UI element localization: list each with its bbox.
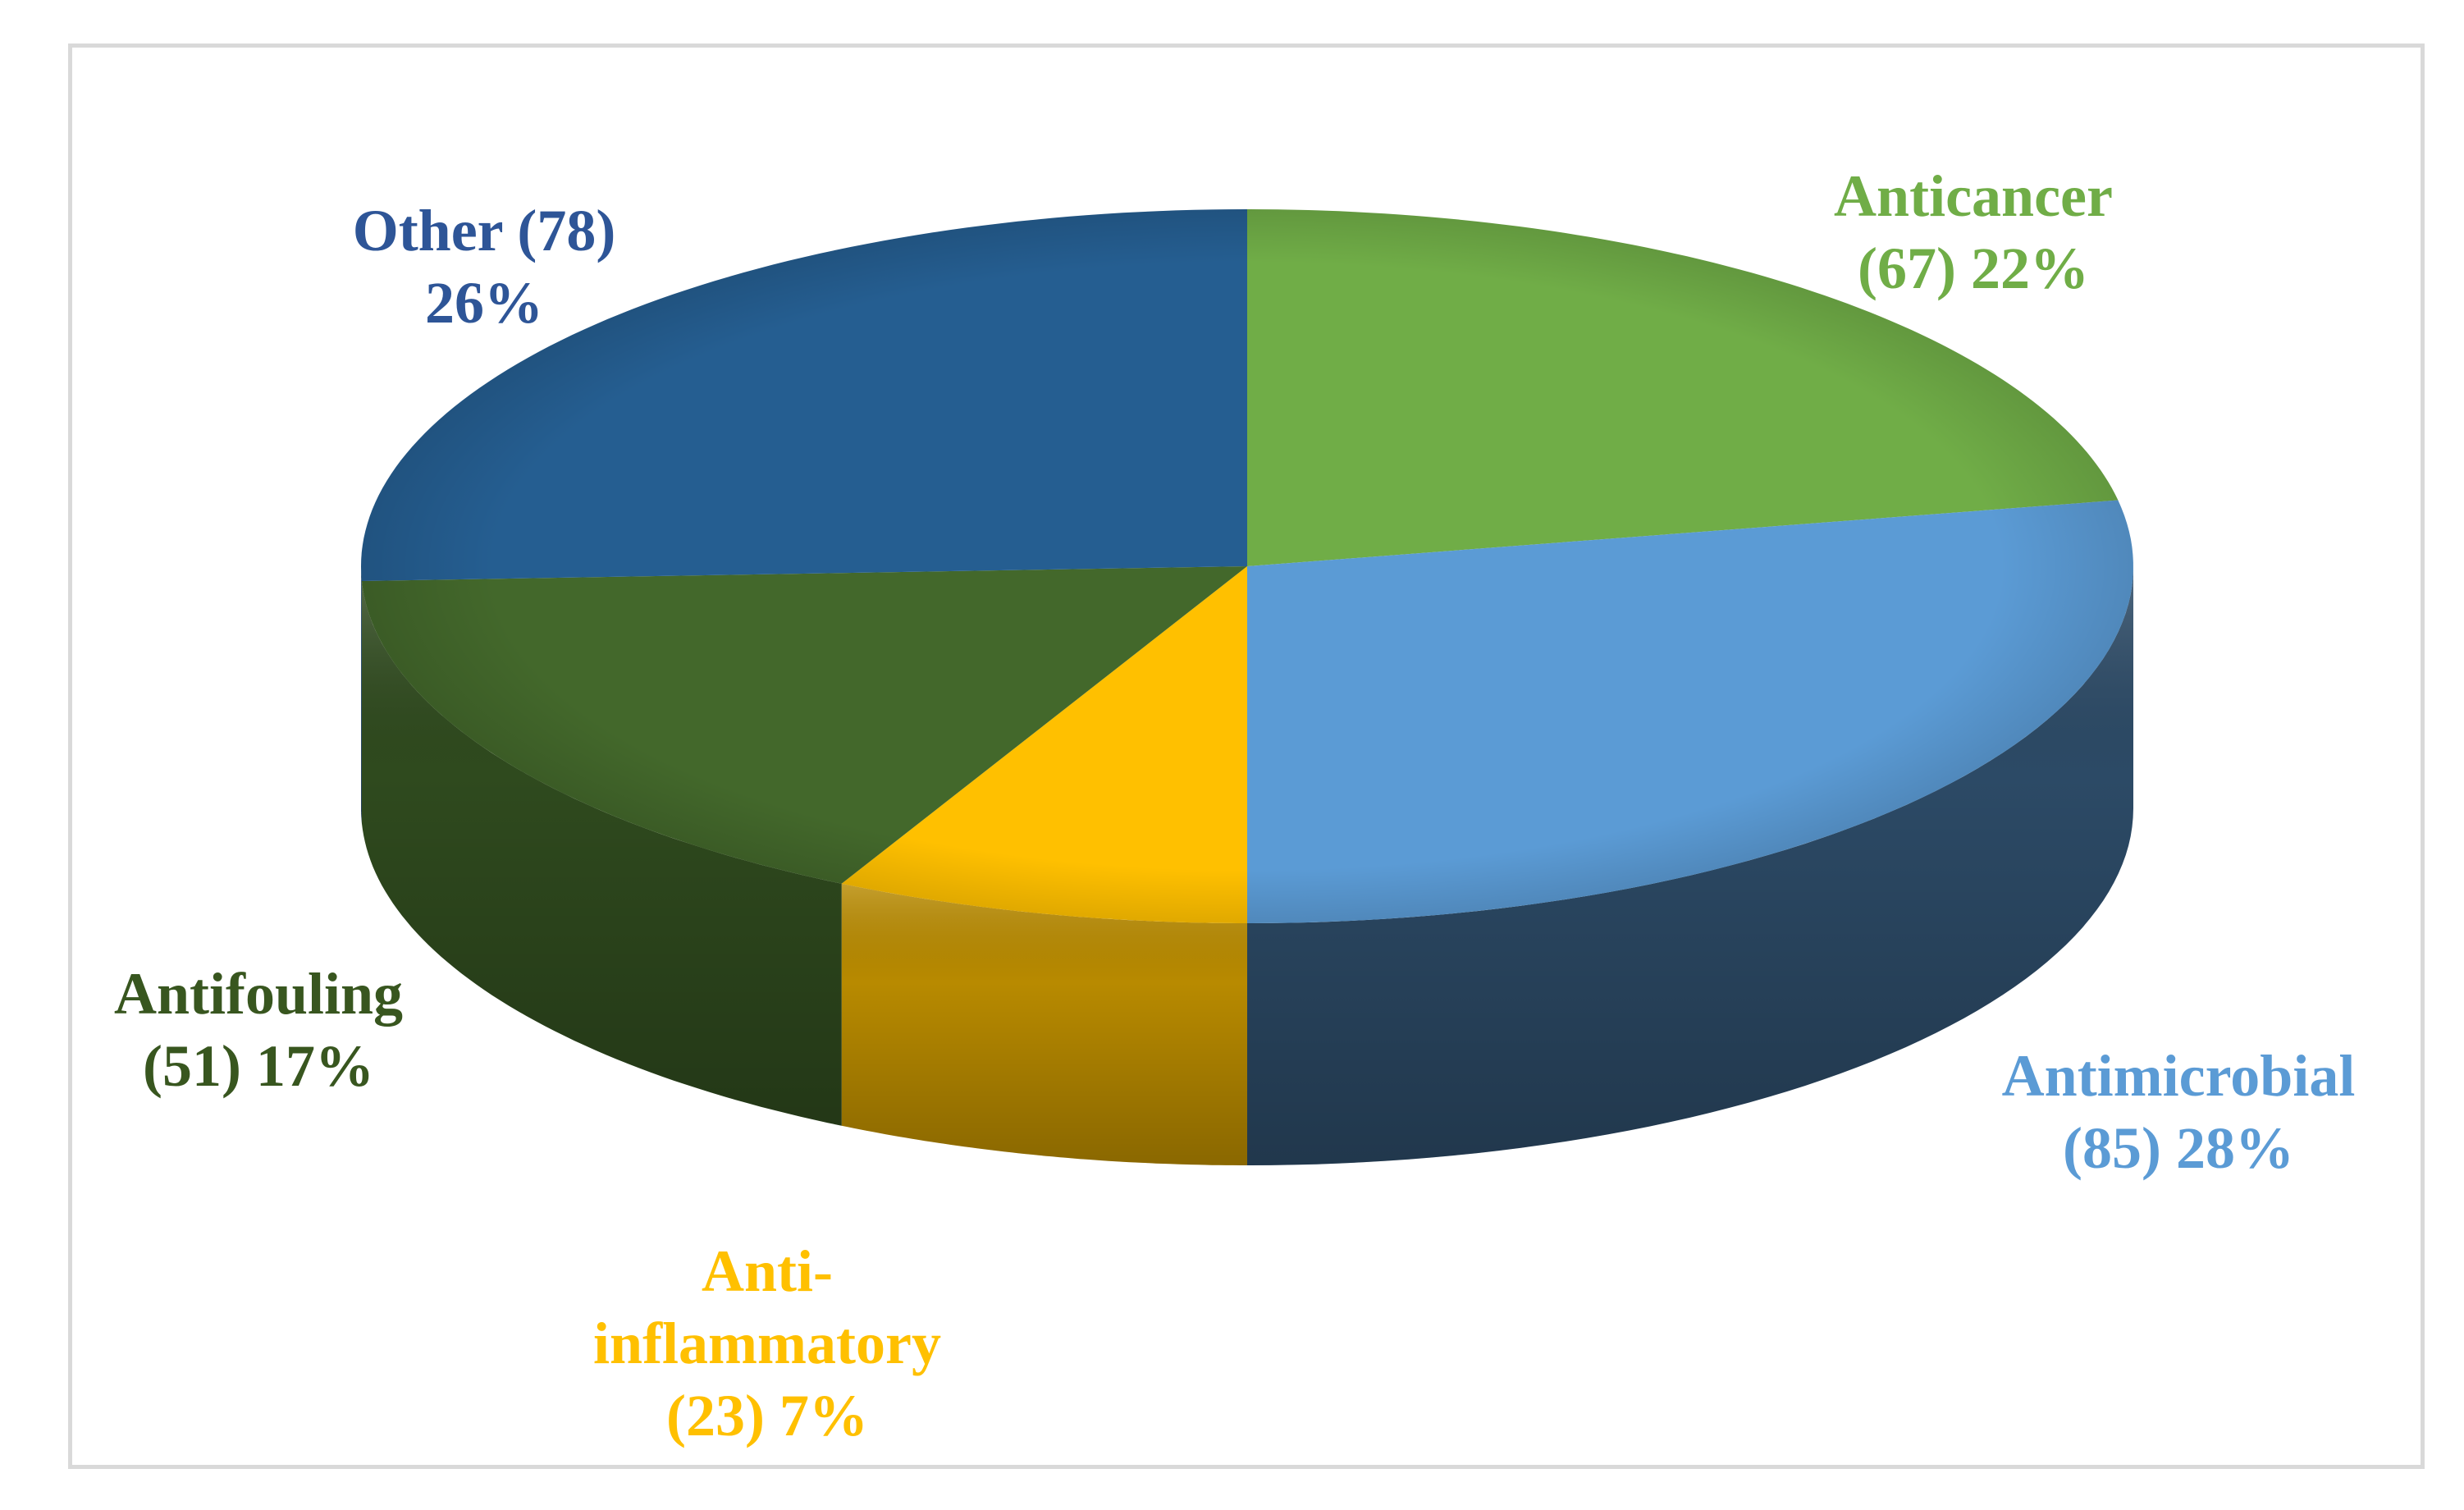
slice-label-anticancer: Anticancer (67) 22% (1834, 163, 2113, 301)
slice-label-line: (85) 28% (2063, 1115, 2294, 1181)
slice-label-line: Other (78) (353, 198, 616, 263)
pie-side-shade (361, 581, 842, 1126)
slice-label-line: (67) 22% (1858, 236, 2089, 301)
slice-label-anti-inflammatory: Anti-inflammatory (23) 7% (593, 1238, 941, 1448)
pie-side-shade (1247, 566, 2133, 1165)
slice-label-line: Antifouling (114, 961, 403, 1027)
slice-label-line: Anti- (702, 1238, 833, 1304)
slice-label-line: (51) 17% (143, 1033, 374, 1099)
pie-side-shade (841, 883, 1247, 1165)
pie-side-shade (361, 566, 362, 823)
slice-label-line: Anticancer (1834, 163, 2113, 229)
pie-rim-shade (361, 209, 2133, 923)
slice-label-line: (23) 7% (666, 1383, 868, 1448)
slice-label-line: 26% (425, 270, 543, 336)
slice-label-other: Other (78) 26% (353, 198, 616, 336)
slice-label-line: Antimicrobial (2002, 1043, 2356, 1109)
slice-label-antimicrobial: Antimicrobial (85) 28% (2002, 1043, 2356, 1181)
slice-label-line: inflammatory (593, 1311, 941, 1376)
slice-label-antifouling: Antifouling (51) 17% (114, 961, 403, 1099)
